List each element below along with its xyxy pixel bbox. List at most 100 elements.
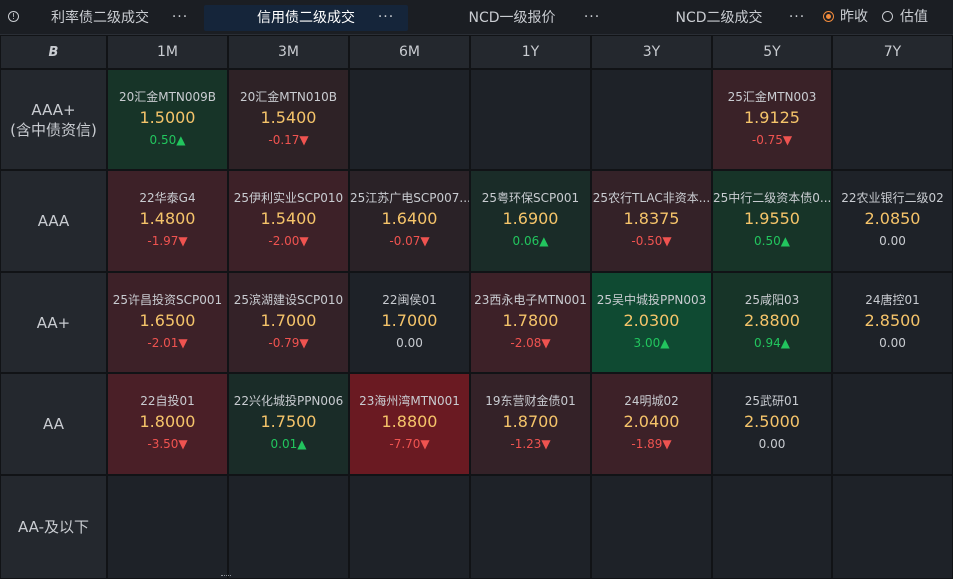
- bond-change: 0.00: [879, 336, 906, 350]
- bond-rate: 2.8500: [864, 311, 921, 330]
- bond-name: 25中行二级资本债0...: [713, 191, 831, 205]
- bond-rate: 1.7800: [502, 311, 559, 330]
- tab-rates-more-icon[interactable]: ···: [171, 9, 189, 25]
- tab-credit-more-icon[interactable]: ···: [377, 9, 395, 25]
- column-header-6m[interactable]: 6M: [349, 35, 470, 69]
- bond-name: 25许昌投资SCP001: [112, 293, 223, 307]
- radio-prev-close[interactable]: [823, 11, 834, 22]
- empty-cell: [107, 475, 228, 579]
- bond-cell[interactable]: 25许昌投资SCP001 1.6500 -2.01▼: [107, 272, 228, 373]
- bond-cell[interactable]: 25吴中城投PPN003 2.0300 3.00▲: [591, 272, 712, 373]
- bond-cell[interactable]: 24唐控01 2.8500 0.00: [832, 272, 953, 373]
- radio-valuation-label[interactable]: 估值: [900, 9, 928, 25]
- bond-rate: 1.9550: [744, 209, 800, 228]
- bond-rate: 1.7000: [260, 311, 317, 330]
- bond-name: 22华泰G4: [139, 191, 196, 205]
- column-header-7y[interactable]: 7Y: [832, 35, 953, 69]
- bond-name: 24明城02: [624, 394, 679, 408]
- bond-cell[interactable]: 25粤环保SCP001 1.6900 0.06▲: [470, 170, 591, 272]
- bond-change: -2.00▼: [268, 234, 309, 248]
- bond-name: 25农行TLAC非资本...: [592, 191, 711, 205]
- bond-cell[interactable]: 25中行二级资本债0... 1.9550 0.50▲: [712, 170, 832, 272]
- bond-cell[interactable]: 24明城02 2.0400 -1.89▼: [591, 373, 712, 475]
- bond-change: 0.50▲: [754, 234, 790, 248]
- tab-ncd-primary[interactable]: NCD一级报价: [468, 10, 556, 26]
- bond-cell[interactable]: 22华泰G4 1.4800 -1.97▼: [107, 170, 228, 272]
- bond-name: 22农业银行二级02: [841, 191, 944, 205]
- column-header-5y[interactable]: 5Y: [712, 35, 832, 69]
- bond-cell[interactable]: 23海州湾MTN001 1.8800 -7.70▼: [349, 373, 470, 475]
- bond-name: 25咸阳03: [744, 293, 800, 307]
- bond-name: 22自投01: [140, 394, 195, 408]
- column-header-1y[interactable]: 1Y: [470, 35, 591, 69]
- resize-handle[interactable]: [221, 575, 231, 579]
- bond-rate: 1.5400: [260, 209, 317, 228]
- bond-change: 0.50▲: [149, 133, 186, 147]
- row-header: AA+: [0, 272, 107, 373]
- bond-change: -7.70▼: [389, 437, 430, 451]
- bond-rate: 1.6500: [139, 311, 196, 330]
- bond-rate: 1.7500: [260, 412, 317, 431]
- tab-credit-secondary[interactable]: 信用债二级成交: [204, 5, 408, 31]
- bond-cell[interactable]: 25江苏广电SCP007... 1.6400 -0.07▼: [349, 170, 470, 272]
- bond-name: 19东营财金债01: [485, 394, 576, 408]
- bond-rate: 1.5000: [139, 108, 196, 127]
- credit-matrix: B 1M 3M 6M 1Y 3Y 5Y 7Y AAA+ (含中债资信) 20汇金MTN009B 1.…: [0, 35, 953, 579]
- bond-cell[interactable]: 25咸阳03 2.8800 0.94▲: [712, 272, 832, 373]
- bond-cell[interactable]: 22自投01 1.8000 -3.50▼: [107, 373, 228, 475]
- bond-cell[interactable]: 25滨湖建设SCP010 1.7000 -0.79▼: [228, 272, 349, 373]
- bond-cell[interactable]: 25汇金MTN003 1.9125 -0.75▼: [712, 69, 832, 170]
- bond-name: 25江苏广电SCP007...: [350, 191, 469, 205]
- bond-rate: 1.6900: [502, 209, 559, 228]
- empty-cell: [591, 475, 712, 579]
- bond-cell[interactable]: 22兴化城投PPN006 1.7500 0.01▲: [228, 373, 349, 475]
- info-icon[interactable]: !: [8, 11, 19, 22]
- bond-rate: 1.4800: [139, 209, 196, 228]
- empty-cell: [470, 475, 591, 579]
- bond-name: 23海州湾MTN001: [359, 394, 460, 408]
- column-header-3y[interactable]: 3Y: [591, 35, 712, 69]
- bond-rate: 1.8000: [139, 412, 196, 431]
- bond-name: 24唐控01: [865, 293, 920, 307]
- bond-change: -3.50▼: [147, 437, 188, 451]
- bond-cell[interactable]: 22农业银行二级02 2.0850 0.00: [832, 170, 953, 272]
- bond-change: 0.94▲: [754, 336, 790, 350]
- row-header: AAA: [0, 170, 107, 272]
- bond-cell[interactable]: 25伊利实业SCP010 1.5400 -2.00▼: [228, 170, 349, 272]
- bond-rate: 1.8700: [502, 412, 559, 431]
- bond-cell[interactable]: 23西永电子MTN001 1.7800 -2.08▼: [470, 272, 591, 373]
- bond-cell[interactable]: 25农行TLAC非资本... 1.8375 -0.50▼: [591, 170, 712, 272]
- bond-rate: 2.5000: [744, 412, 800, 431]
- bond-cell[interactable]: 19东营财金债01 1.8700 -1.23▼: [470, 373, 591, 475]
- bond-name: 22闽侯01: [382, 293, 437, 307]
- bond-name: 20汇金MTN010B: [239, 90, 338, 104]
- bond-change: -0.17▼: [268, 133, 309, 147]
- empty-cell: [470, 69, 591, 170]
- row-header: AAA+ (含中债资信): [0, 69, 107, 170]
- bond-name: 25汇金MTN003: [727, 90, 817, 104]
- bond-name: 25伊利实业SCP010: [233, 191, 344, 205]
- empty-cell: [832, 373, 953, 475]
- empty-cell: [349, 69, 470, 170]
- bond-cell[interactable]: 22闽侯01 1.7000 0.00: [349, 272, 470, 373]
- bond-change: -1.89▼: [631, 437, 672, 451]
- column-header-1m[interactable]: 1M: [107, 35, 228, 69]
- bond-cell[interactable]: 25武研01 2.5000 0.00: [712, 373, 832, 475]
- bond-rate: 2.0850: [864, 209, 921, 228]
- bond-change: -0.07▼: [389, 234, 430, 248]
- bond-cell[interactable]: 20汇金MTN010B 1.5400 -0.17▼: [228, 69, 349, 170]
- empty-cell: [712, 475, 832, 579]
- bond-name: 25滨湖建设SCP010: [233, 293, 344, 307]
- row-header: AA-及以下: [0, 475, 107, 579]
- corner-cell: B: [0, 35, 107, 69]
- tab-ncd-secondary[interactable]: NCD二级成交: [675, 10, 763, 26]
- column-header-3m[interactable]: 3M: [228, 35, 349, 69]
- tab-ncd-primary-more-icon[interactable]: ···: [583, 9, 601, 25]
- bond-cell[interactable]: 20汇金MTN009B 1.5000 0.50▲: [107, 69, 228, 170]
- tab-ncd-secondary-more-icon[interactable]: ···: [788, 9, 806, 25]
- bond-rate: 1.8800: [381, 412, 438, 431]
- tab-rates-secondary[interactable]: 利率债二级成交: [51, 10, 149, 26]
- radio-valuation[interactable]: [882, 11, 893, 22]
- bond-rate: 1.7000: [381, 311, 438, 330]
- radio-prev-close-label[interactable]: 昨收: [840, 9, 868, 25]
